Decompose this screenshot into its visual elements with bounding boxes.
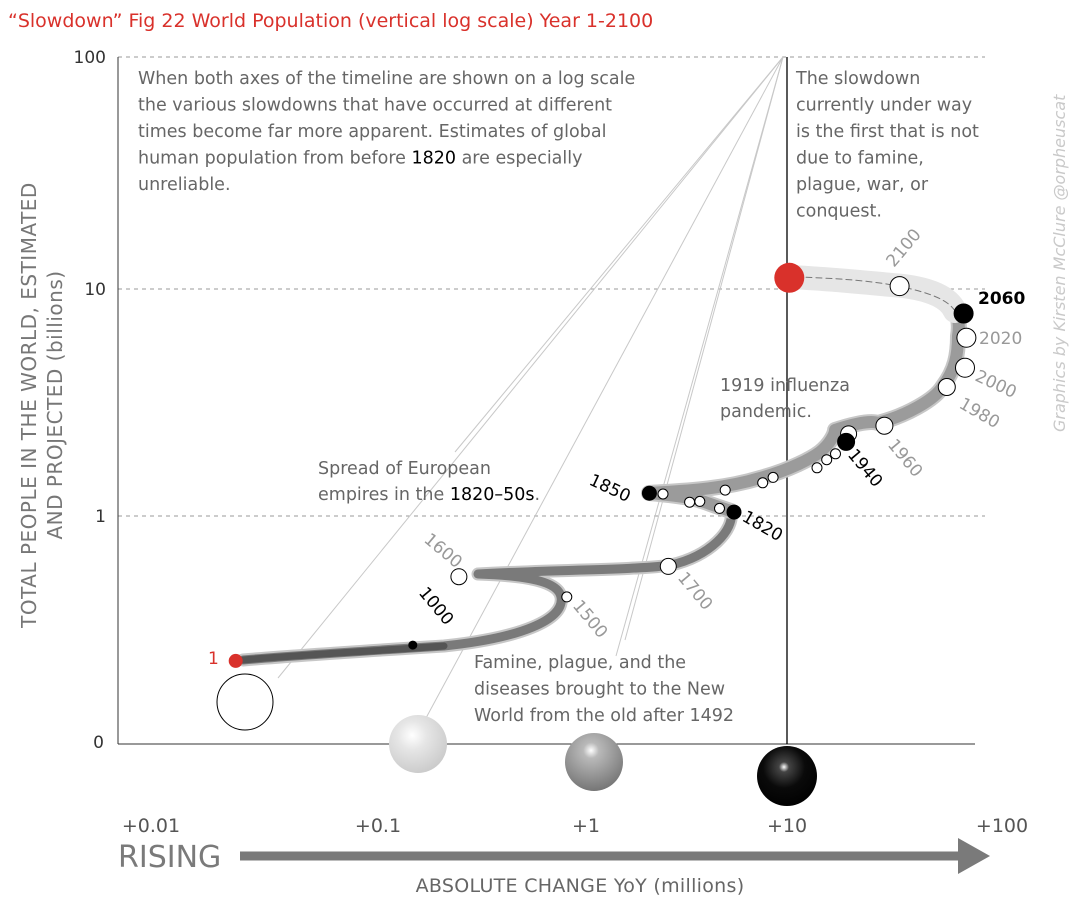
slowdown-line-6: conquest.: [796, 202, 882, 222]
data-point-1: [228, 653, 243, 668]
pointer-lines: [277, 56, 784, 719]
year-label-1500: 1500: [568, 596, 611, 642]
grid: [117, 56, 985, 745]
pointer-line-3: [615, 56, 784, 657]
data-point-2060: [889, 276, 910, 297]
data-point-1980: [955, 357, 975, 378]
data-point-2000: [956, 327, 977, 348]
legend-ball-mid-grey: [565, 733, 623, 791]
data-point-1830: [714, 502, 725, 514]
data-point-1890: [757, 477, 769, 489]
year-label-1700: 1700: [673, 568, 716, 614]
year-label-1600: 1600: [420, 530, 466, 573]
data-point-1916: [830, 448, 841, 460]
data-point-1900: [767, 471, 779, 483]
year-label-2060: 2100: [883, 225, 926, 271]
pointer-line-5: [454, 56, 784, 453]
pointer-line-1: [277, 56, 784, 679]
data-point-1940: [875, 416, 894, 435]
intro-line-1: When both axes of the timeline are shown…: [138, 69, 635, 89]
intro-line-2: the various slowdowns that have occurred…: [138, 96, 612, 116]
data-point-1820: [726, 504, 742, 520]
legend-ball-light-grey: [389, 715, 447, 773]
legend-ball-black: [757, 746, 817, 806]
data-point-1840: [694, 495, 706, 507]
x-tick-0-01: +0.01: [122, 815, 180, 837]
data-point-1880: [719, 484, 731, 496]
rising-label: RISING: [118, 840, 221, 875]
y-tick-0: 0: [93, 733, 104, 753]
y-tick-100: 100: [74, 48, 106, 68]
slowdown-line-5: plague, war, or: [796, 175, 929, 195]
annotation-famine: Famine, plague, and the diseases brought …: [474, 653, 734, 726]
data-point-1700: [659, 557, 677, 575]
year-label-2020: 2060: [978, 289, 1025, 309]
year-label-1980: 2000: [972, 366, 1020, 402]
x-axis-label: ABSOLUTE CHANGE YoY (millions): [416, 875, 745, 897]
data-point-1870: [684, 496, 696, 508]
empires-line-2: empires in the 1820–50s.: [318, 485, 540, 505]
year-label-1850: 1850: [586, 470, 634, 506]
influenza-line-1: 1919 influenza: [720, 376, 850, 396]
year-label-1: 1: [208, 649, 219, 669]
legend-balls: [216, 673, 817, 806]
annotation-slowdown: The slowdown currently under way is the fi…: [795, 69, 979, 222]
pointer-line-2: [425, 56, 784, 719]
intro-line-4: human population from before 1820 are es…: [138, 149, 583, 169]
famine-line-3: World from the old after 1492: [474, 706, 734, 726]
rising-arrow: RISING: [118, 838, 990, 875]
y-tick-labels: 100 10 1 0: [74, 48, 106, 753]
data-point-1913: [821, 454, 833, 466]
slowdown-line-3: is the first that is not: [796, 122, 979, 142]
year-label-1920: 1940: [843, 445, 886, 491]
data-point-2100: [774, 262, 805, 293]
empires-line-1: Spread of European: [318, 459, 491, 479]
year-label-1000: 1000: [414, 583, 457, 629]
year-label-1960: 1980: [956, 394, 1003, 433]
credit: Graphics by Kirsten McClure @orpheuscat: [1050, 94, 1069, 432]
y-axis-label-line2: AND PROJECTED (billions): [43, 270, 67, 539]
y-axis-label-line1: TOTAL PEOPLE IN THE WORLD, ESTIMATED: [17, 182, 41, 629]
tube-segment-ancient-core: [238, 506, 736, 665]
data-point-1960: [937, 378, 956, 396]
pointer-line-4: [624, 56, 784, 641]
intro-line-5: unreliable.: [138, 175, 231, 195]
annotation-influenza: 1919 influenza pandemic.: [720, 376, 850, 422]
annotation-empires: Spread of European empires in the 1820–50…: [318, 459, 540, 505]
x-tick-0-1: +0.1: [355, 815, 401, 837]
rising-arrow-head: [958, 838, 990, 874]
legend-ball-white: [216, 673, 274, 731]
annotation-intro: When both axes of the timeline are shown…: [138, 69, 635, 195]
x-tick-10: +10: [767, 815, 807, 837]
data-point-1920: [837, 432, 856, 451]
y-axis-label: TOTAL PEOPLE IN THE WORLD, ESTIMATED AND…: [17, 182, 67, 629]
chart-title: “Slowdown” Fig 22 World Population (vert…: [8, 10, 653, 32]
data-point-1910: [811, 462, 823, 474]
x-tick-100: +100: [976, 815, 1028, 837]
year-label-2000: 2020: [979, 329, 1022, 349]
data-point-1000: [408, 640, 418, 650]
data-points: [228, 262, 977, 668]
data-point-2020: [953, 303, 974, 324]
intro-line-3: times become far more apparent. Estimate…: [138, 122, 606, 142]
slowdown-line-4: due to famine,: [796, 149, 924, 169]
year-label-1820: 1820: [739, 507, 786, 546]
data-point-1500: [561, 591, 573, 603]
slowdown-line-2: currently under way: [796, 96, 972, 116]
influenza-line-2: pandemic.: [720, 402, 812, 422]
x-tick-1: +1: [572, 815, 600, 837]
year-label-1940: 1960: [883, 435, 926, 481]
famine-line-1: Famine, plague, and the: [474, 653, 686, 673]
data-point-1860: [657, 488, 669, 500]
data-point-1600: [450, 568, 468, 586]
famine-line-2: diseases brought to the New: [474, 680, 725, 700]
y-tick-1: 1: [95, 507, 106, 527]
x-tick-labels: +0.01 +0.1 +1 +10 +100: [122, 815, 1028, 837]
slowdown-line-1: The slowdown: [795, 69, 920, 89]
data-point-1850: [641, 485, 657, 501]
y-tick-10: 10: [84, 280, 106, 300]
